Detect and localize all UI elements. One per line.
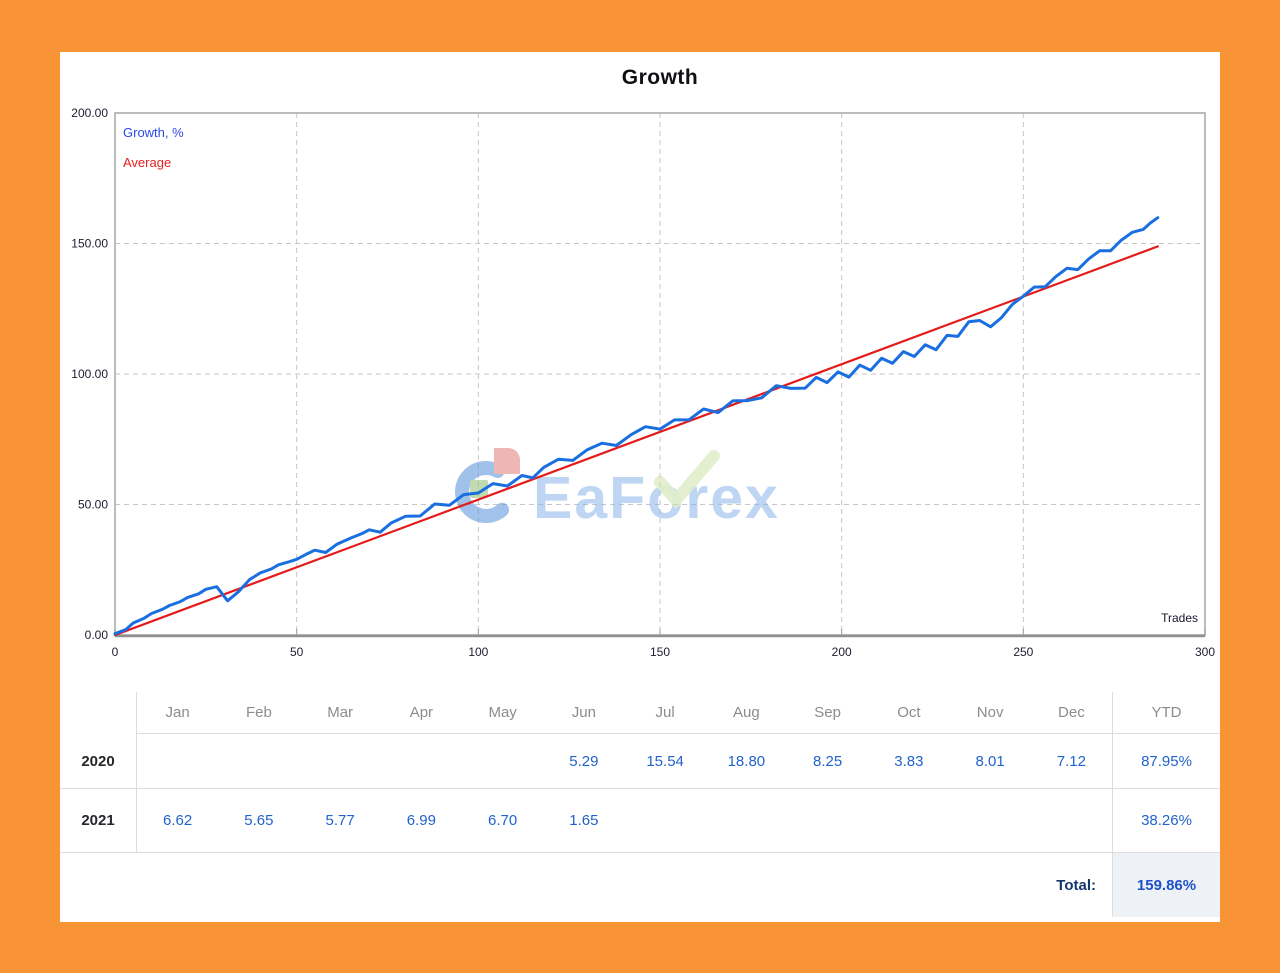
report-panel: Growth EaForex 0 50 100 150 200 250 300 0.00 50.0…: [60, 52, 1220, 922]
legend-average-label: Average: [123, 155, 172, 170]
month-value-cell: [380, 734, 462, 789]
ytd-value-cell: 87.95%: [1112, 734, 1220, 789]
month-column-header: Apr: [380, 692, 462, 734]
growth-chart: EaForex 0 50 100 150 200 250 300 0.00 50.00 100.00…: [71, 106, 1215, 659]
month-value-cell: 5.77: [299, 789, 381, 853]
table-corner-cell: [60, 692, 137, 734]
month-column-header: Nov: [949, 692, 1031, 734]
month-column-header: Jan: [137, 692, 219, 734]
month-column-header: Jul: [624, 692, 706, 734]
month-column-header: Sep: [787, 692, 869, 734]
x-tick-label: 50: [290, 645, 304, 659]
ytd-value-cell: 38.26%: [1112, 789, 1220, 853]
month-value-cell: 8.25: [787, 734, 869, 789]
chart-legend: Growth, % Average: [123, 126, 184, 169]
month-value-cell: 5.65: [218, 789, 300, 853]
month-value-cell: 7.12: [1030, 734, 1112, 789]
month-value-cell: 18.80: [705, 734, 787, 789]
x-tick-label: 250: [1013, 645, 1033, 659]
month-value-cell: [462, 734, 544, 789]
month-value-cell: 3.83: [868, 734, 950, 789]
month-column-header: Oct: [868, 692, 950, 734]
month-value-cell: 5.29: [543, 734, 625, 789]
year-label: 2020: [60, 734, 137, 789]
chart-title: Growth: [621, 66, 699, 89]
monthly-growth-table: Jan Feb Mar Apr May Jun Jul Aug Sep Oct Nov Dec YTD 2…: [60, 692, 1220, 917]
month-value-cell: [705, 789, 787, 853]
growth-line: [113, 216, 1160, 636]
total-value: 159.86%: [1112, 853, 1220, 917]
average-line: [113, 245, 1159, 637]
watermark: EaForex: [455, 448, 780, 531]
y-tick-label: 0.00: [85, 628, 109, 642]
month-value-cell: [949, 789, 1031, 853]
month-column-header: Dec: [1030, 692, 1112, 734]
watermark-check-icon: [654, 450, 720, 510]
month-column-header: Jun: [543, 692, 625, 734]
month-value-cell: [137, 734, 219, 789]
y-tick-label: 150.00: [71, 237, 108, 251]
x-tick-label: 200: [832, 645, 852, 659]
y-tick-label: 50.00: [78, 498, 108, 512]
total-label: Total:: [1056, 876, 1096, 894]
month-value-cell: [218, 734, 300, 789]
month-column-header: Mar: [299, 692, 381, 734]
x-axis-title: Trades: [1161, 611, 1198, 625]
x-tick-label: 300: [1195, 645, 1215, 659]
month-column-header: Feb: [218, 692, 300, 734]
month-value-cell: 8.01: [949, 734, 1031, 789]
month-value-cell: 6.70: [462, 789, 544, 853]
month-value-cell: 15.54: [624, 734, 706, 789]
watermark-logo-icon: [494, 448, 520, 474]
month-value-cell: [787, 789, 869, 853]
month-value-cell: 6.62: [137, 789, 219, 853]
month-value-cell: [624, 789, 706, 853]
x-tick-label: 0: [112, 645, 119, 659]
month-column-header: Aug: [705, 692, 787, 734]
month-value-cell: [299, 734, 381, 789]
month-column-header: May: [462, 692, 544, 734]
month-value-cell: [868, 789, 950, 853]
month-value-cell: 6.99: [380, 789, 462, 853]
x-tick-label: 150: [650, 645, 670, 659]
watermark-text: EaForex: [533, 465, 780, 531]
month-value-cell: [1030, 789, 1112, 853]
year-label: 2021: [60, 789, 137, 853]
x-tick-label: 100: [468, 645, 488, 659]
y-tick-label: 100.00: [71, 367, 108, 381]
legend-growth-label: Growth, %: [123, 125, 184, 140]
y-tick-label: 200.00: [71, 106, 108, 120]
watermark-logo-icon: [455, 461, 517, 523]
month-value-cell: 1.65: [543, 789, 625, 853]
ytd-column-header: YTD: [1112, 692, 1220, 734]
